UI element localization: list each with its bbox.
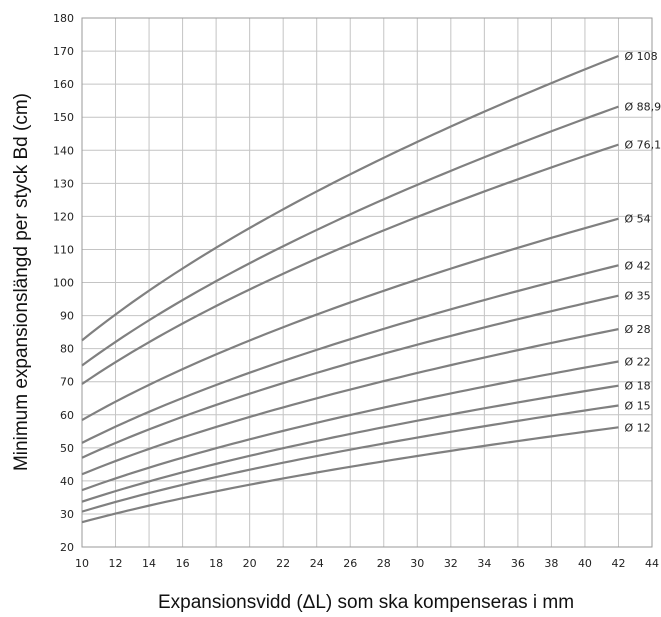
- series-line: [81, 54, 619, 342]
- y-tick-label: 70: [60, 376, 74, 389]
- x-tick-label: 42: [611, 557, 625, 570]
- series-label: Ø 35: [624, 290, 650, 303]
- y-tick-label: 180: [53, 12, 74, 25]
- x-tick-label: 14: [142, 557, 156, 570]
- y-tick-label: 50: [60, 442, 74, 455]
- y-tick-label: 110: [53, 243, 74, 256]
- x-tick-label: 12: [109, 557, 123, 570]
- y-tick-label: 160: [53, 78, 74, 91]
- series-line: [81, 105, 619, 367]
- x-tick-label: 22: [276, 557, 290, 570]
- series-label: Ø 15: [624, 399, 650, 412]
- x-tick-label: 16: [176, 557, 190, 570]
- y-tick-label: 170: [53, 45, 74, 58]
- series-label: Ø 28: [624, 323, 650, 336]
- series-line: [81, 384, 619, 503]
- x-tick-label: 18: [209, 557, 223, 570]
- x-tick-label: 34: [477, 557, 491, 570]
- y-tick-label: 40: [60, 475, 74, 488]
- plot-frame: [81, 17, 653, 548]
- x-tick-label: 38: [544, 557, 558, 570]
- x-tick-label: 26: [343, 557, 357, 570]
- series-line: [81, 143, 619, 385]
- x-tick-label: 32: [444, 557, 458, 570]
- x-tick-label: 10: [75, 557, 89, 570]
- tick-labels: 10 12 14 16 18 20 22 24 26 28 30 32 34 36 38 40 42 44 20 30…: [53, 12, 659, 570]
- y-tick-label: 100: [53, 277, 74, 290]
- series-label: Ø 108: [624, 50, 657, 63]
- y-tick-label: 30: [60, 508, 74, 521]
- x-tick-label: 24: [310, 557, 324, 570]
- series-line: [81, 294, 619, 459]
- series-lines: [81, 54, 619, 524]
- series-line: [81, 360, 619, 492]
- series-label: Ø 54: [624, 213, 650, 226]
- y-tick-label: 140: [53, 144, 74, 157]
- series-line: [81, 217, 619, 421]
- y-axis-title: Minimum expansionslängd per styck Bd (cm…: [11, 93, 32, 471]
- y-tick-label: 150: [53, 111, 74, 124]
- x-tick-label: 44: [645, 557, 659, 570]
- series-label: Ø 42: [624, 259, 650, 272]
- series-label: Ø 88,9: [624, 101, 661, 114]
- series-line: [81, 404, 619, 513]
- x-tick-label: 20: [243, 557, 257, 570]
- plot-border: [81, 17, 653, 548]
- x-axis-title: Expansionsvidd (ΔL) som ska kompenseras …: [158, 592, 574, 613]
- grid: [81, 17, 653, 548]
- x-tick-label: 28: [377, 557, 391, 570]
- series-labels: Ø 108 Ø 88,9 Ø 76,1 Ø 54 Ø 42 Ø 35 Ø 28 Ø 22 Ø 1…: [624, 50, 661, 434]
- series-label: Ø 76,1: [624, 139, 661, 152]
- series-line: [81, 264, 619, 444]
- series-label: Ø 22: [624, 356, 650, 369]
- series-label: Ø 18: [624, 380, 650, 393]
- series-label: Ø 12: [624, 421, 650, 434]
- x-tick-label: 40: [578, 557, 592, 570]
- y-tick-label: 120: [53, 210, 74, 223]
- x-tick-label: 36: [511, 557, 525, 570]
- y-tick-label: 20: [60, 541, 74, 554]
- y-tick-label: 80: [60, 343, 74, 356]
- y-tick-label: 90: [60, 310, 74, 323]
- y-tick-label: 130: [53, 177, 74, 190]
- series-line: [81, 328, 619, 476]
- x-tick-label: 30: [410, 557, 424, 570]
- y-tick-label: 60: [60, 409, 74, 422]
- series-line: [81, 426, 619, 524]
